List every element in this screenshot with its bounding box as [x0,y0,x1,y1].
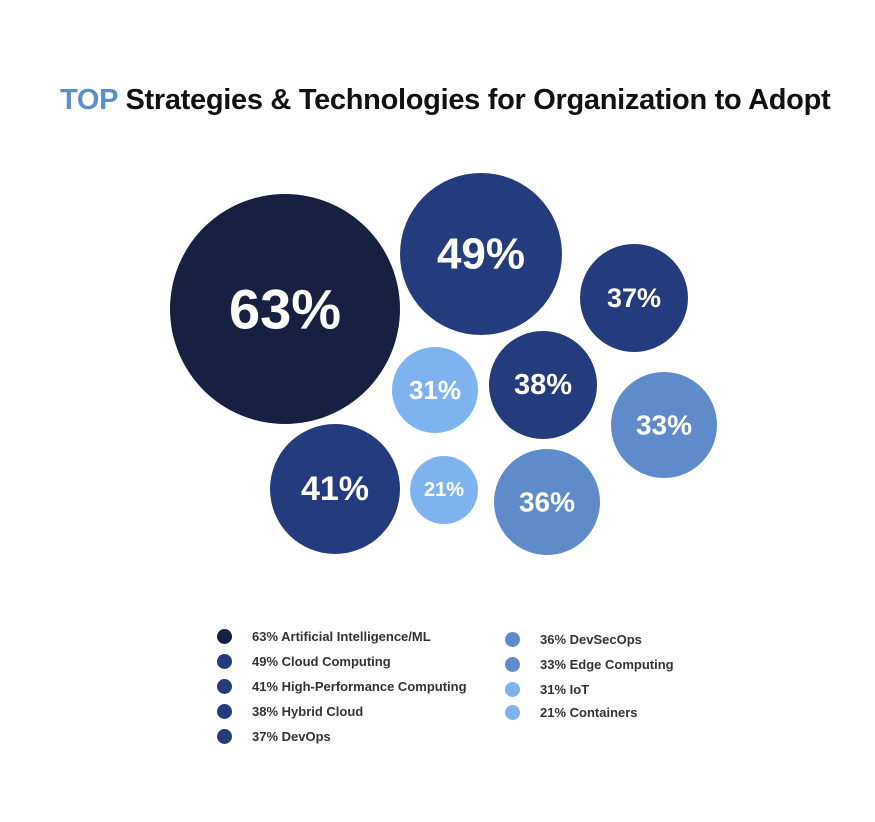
bubble-cloud-computing: 49% [400,173,562,335]
bubble-artificial-intelligence-ml: 63% [170,194,400,424]
legend-label: 37% DevOps [252,728,331,744]
bubble-value-label: 41% [301,470,369,508]
bubble-chart: 63% 49% 41% 38% 37% 36% 33% 31% 21% [170,173,717,555]
legend-dot [217,628,232,644]
bubble-circle [270,424,400,554]
legend-item-iot: 31% IoT [505,679,589,699]
bubble-value-label: 31% [409,375,461,405]
legend-item-artificial-intelligence-ml: 63% Artificial Intelligence/ML [217,626,431,646]
bubble-value-label: 33% [636,410,692,441]
bubble-circle [611,372,717,478]
legend-dot [217,678,232,694]
legend-item-high-performance-computing: 41% High-Performance Computing [217,676,467,696]
bubble-devsecops: 36% [494,449,600,555]
legend-label: 63% Artificial Intelligence/ML [252,628,431,644]
bubble-value-label: 36% [519,487,575,518]
bubble-circle [170,194,400,424]
bubble-value-label: 38% [514,369,572,401]
legend-dot [217,703,232,719]
bubble-devops: 37% [580,244,688,352]
legend-label: 41% High-Performance Computing [252,678,467,694]
legend-dot [217,728,232,744]
legend-dot [505,704,520,720]
bubble-edge-computing: 33% [611,372,717,478]
bubble-value-label: 49% [437,230,525,279]
bubble-circle [392,347,478,433]
legend-item-edge-computing: 33% Edge Computing [505,654,674,674]
bubble-high-performance-computing: 41% [270,424,400,554]
bubble-circle [494,449,600,555]
chart-title-accent: TOP [60,84,118,116]
bubble-value-label: 63% [229,278,341,341]
legend-dot [505,681,520,697]
legend-item-devsecops: 36% DevSecOps [505,629,642,649]
bubble-circle [410,456,478,524]
legend-label: 31% IoT [540,681,590,697]
legend-label: 49% Cloud Computing [252,653,391,669]
legend-label: 21% Containers [540,704,638,720]
legend-item-containers: 21% Containers [505,702,638,722]
legend-dot [505,656,520,672]
legend-label: 36% DevSecOps [540,631,642,647]
legend-item-cloud-computing: 49% Cloud Computing [217,651,391,671]
bubble-hybrid-cloud: 38% [489,331,597,439]
chart-title: TOP Strategies & Technologies for Organi… [60,84,831,117]
legend-label: 33% Edge Computing [540,656,674,672]
bubble-containers: 21% [410,456,478,524]
legend-item-hybrid-cloud: 38% Hybrid Cloud [217,701,363,721]
chart-title-text: Strategies & Technologies for Organizati… [125,84,831,116]
bubble-circle [489,331,597,439]
bubble-circle [580,244,688,352]
legend-dot [505,631,520,647]
legend-dot [217,653,232,669]
bubble-iot: 31% [392,347,478,433]
legend-label: 38% Hybrid Cloud [252,703,364,719]
bubble-value-label: 21% [424,479,464,501]
bubble-value-label: 37% [607,283,661,313]
legend-item-devops: 37% DevOps [217,726,331,746]
bubble-circle [400,173,562,335]
